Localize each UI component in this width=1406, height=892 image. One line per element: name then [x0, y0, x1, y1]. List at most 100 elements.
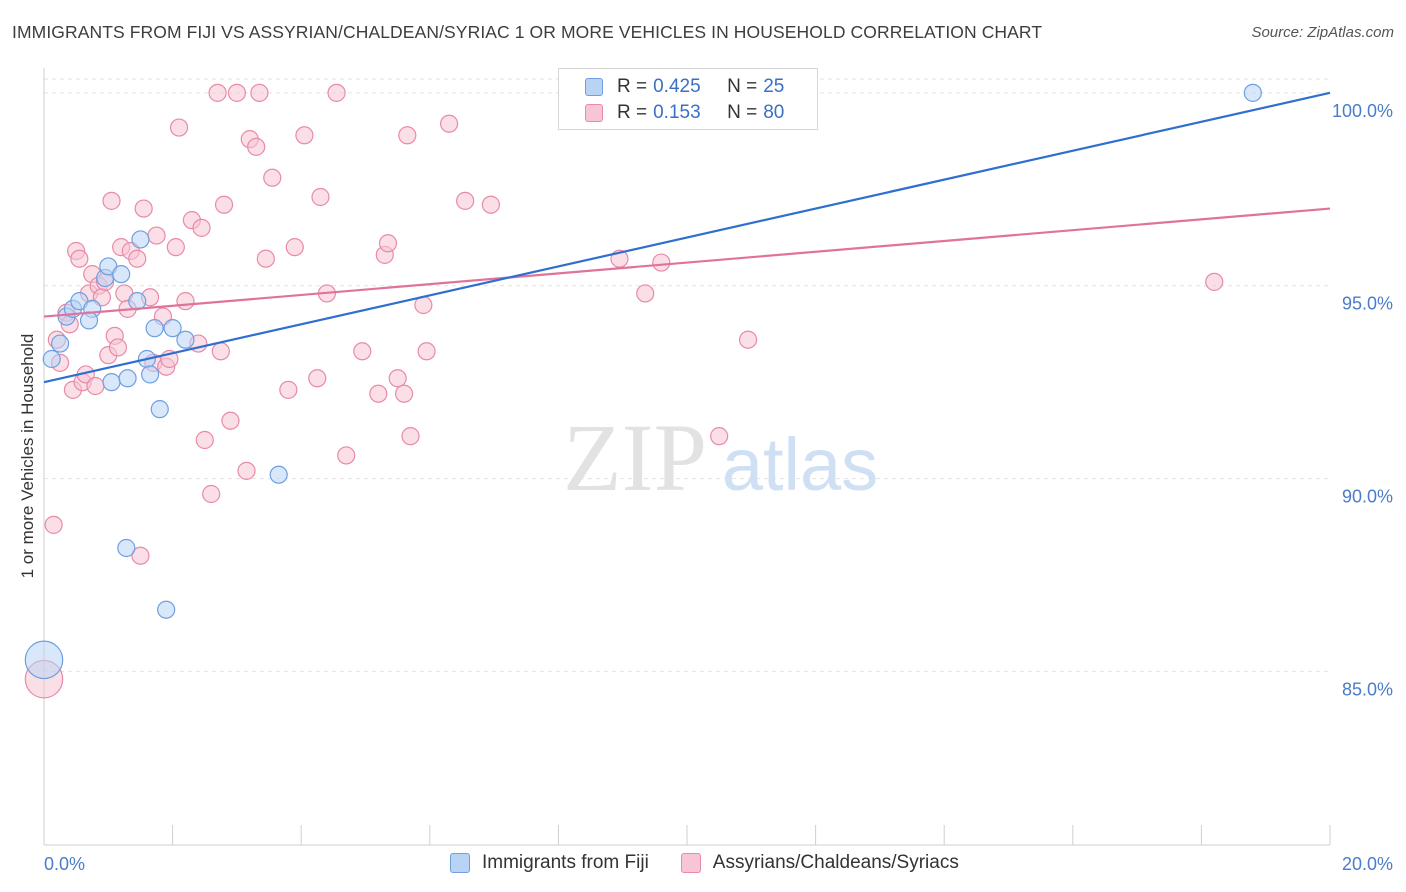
correlation-legend: R = 0.425 N = 25 R = 0.153 N = 80	[558, 68, 818, 130]
point-assyrians	[279, 380, 298, 399]
legend-row-assyrians: R = 0.153 N = 80	[585, 101, 784, 125]
point-fiji	[269, 465, 288, 484]
series-legend: Immigrants from Fiji Assyrians/Chaldeans…	[450, 852, 991, 874]
legend-row-fiji: R = 0.425 N = 25	[585, 75, 784, 99]
point-assyrians	[295, 126, 314, 145]
point-fiji	[42, 349, 61, 369]
point-fiji	[157, 600, 176, 619]
point-assyrians	[353, 342, 372, 361]
x-tick-label: 0.0%	[44, 854, 85, 874]
watermark: ZIP atlas	[563, 404, 878, 511]
point-assyrians	[169, 118, 189, 137]
point-fiji	[145, 319, 164, 338]
point-assyrians	[401, 427, 420, 446]
point-assyrians	[327, 83, 346, 102]
series-legend-item-fiji[interactable]: Immigrants from Fiji	[450, 852, 649, 874]
point-fiji	[131, 230, 150, 249]
point-assyrians	[710, 427, 729, 446]
point-assyrians	[1205, 272, 1224, 291]
point-assyrians	[131, 546, 150, 565]
point-assyrians	[388, 369, 407, 388]
point-fiji	[150, 400, 169, 419]
legend-n-value-fiji: 25	[763, 76, 785, 97]
legend-r-value-assyrians: 0.153	[653, 102, 701, 123]
series-legend-item-assyrians[interactable]: Assyrians/Chaldeans/Syriacs	[680, 852, 959, 874]
point-assyrians	[86, 376, 105, 396]
point-fiji	[79, 311, 99, 330]
y-tick-label: 85.0%	[1342, 679, 1393, 699]
point-assyrians	[128, 249, 147, 268]
series-fiji-points	[24, 83, 1262, 680]
point-fiji	[112, 265, 131, 284]
point-fiji	[140, 365, 160, 384]
point-assyrians	[250, 83, 269, 102]
point-assyrians	[378, 234, 398, 253]
point-fiji	[128, 292, 147, 311]
point-assyrians	[147, 226, 166, 245]
y-axis-label: 1 or more Vehicles in Household	[18, 334, 37, 579]
point-assyrians	[134, 199, 153, 218]
point-assyrians	[221, 411, 240, 430]
legend-r-label: R =	[617, 76, 648, 97]
point-assyrians	[481, 195, 500, 214]
tick-labels: 85.0% 90.0% 95.0% 100.0% 0.0% 20.0%	[44, 101, 1393, 874]
point-assyrians	[308, 369, 327, 388]
legend-swatch-fiji	[585, 78, 603, 96]
point-assyrians	[44, 515, 63, 534]
point-assyrians	[247, 137, 266, 156]
point-assyrians	[70, 249, 89, 268]
point-assyrians	[176, 292, 195, 311]
legend-r-label: R =	[617, 102, 648, 123]
point-assyrians	[738, 330, 758, 349]
axes	[43, 68, 1331, 846]
point-assyrians	[417, 342, 436, 361]
point-assyrians	[202, 484, 221, 504]
y-tick-label: 90.0%	[1342, 487, 1393, 507]
point-fiji	[117, 538, 136, 558]
point-assyrians	[369, 384, 388, 403]
point-assyrians	[108, 338, 128, 357]
point-assyrians	[208, 83, 227, 102]
legend-n-value-assyrians: 80	[763, 102, 785, 123]
source-credit: Source: ZipAtlas.com	[1251, 24, 1394, 41]
point-assyrians	[237, 461, 256, 480]
point-assyrians	[636, 284, 655, 303]
point-fiji	[118, 369, 137, 388]
point-assyrians	[337, 446, 356, 465]
chart-title: IMMIGRANTS FROM FIJI VS ASSYRIAN/CHALDEA…	[12, 22, 1043, 42]
legend-n-label: N =	[727, 76, 758, 97]
point-assyrians	[195, 430, 214, 450]
watermark-atlas: atlas	[722, 423, 878, 506]
x-tick-label: 20.0%	[1342, 854, 1393, 874]
series-legend-label-assyrians: Assyrians/Chaldeans/Syriacs	[712, 852, 959, 873]
point-fiji	[102, 373, 121, 392]
legend-r-value-fiji: 0.425	[653, 76, 701, 97]
y-tick-label: 95.0%	[1342, 294, 1393, 314]
point-assyrians	[285, 238, 304, 257]
point-assyrians	[214, 195, 234, 214]
point-assyrians	[256, 249, 275, 268]
point-assyrians	[102, 191, 121, 210]
point-assyrians	[227, 83, 246, 102]
y-tick-label: 100.0%	[1332, 101, 1393, 121]
point-fiji	[163, 319, 182, 338]
point-assyrians	[652, 253, 671, 272]
point-assyrians	[398, 126, 417, 145]
series-assyrians-points	[24, 83, 1224, 699]
point-assyrians	[263, 168, 282, 187]
trend-line-assyrians	[43, 207, 1331, 318]
point-fiji	[176, 330, 195, 349]
series-legend-swatch-fiji	[450, 853, 470, 873]
point-fiji	[1243, 83, 1262, 102]
series-legend-swatch-assyrians	[680, 853, 701, 873]
point-assyrians	[439, 114, 459, 133]
legend-n-label: N =	[727, 102, 758, 123]
point-fiji	[50, 334, 70, 353]
point-assyrians	[166, 238, 185, 257]
series-legend-label-fiji: Immigrants from Fiji	[482, 852, 649, 873]
watermark-zip: ZIP	[563, 404, 707, 511]
point-assyrians	[394, 384, 414, 403]
point-assyrians	[456, 191, 475, 210]
grid-lines	[44, 78, 1330, 672]
